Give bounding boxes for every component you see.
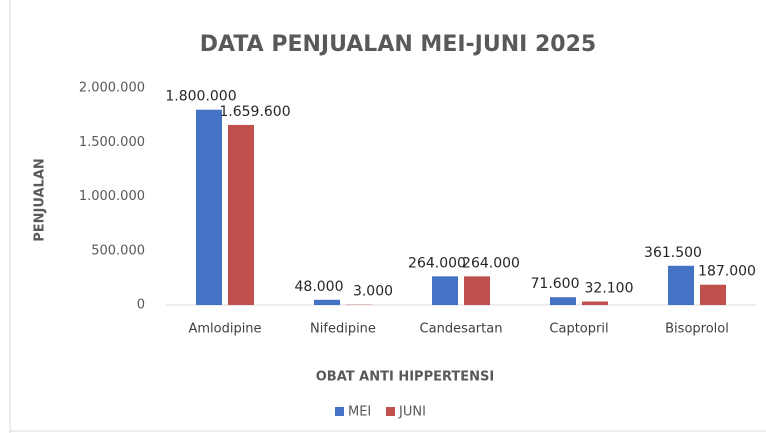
bar	[228, 124, 254, 305]
bar	[582, 301, 608, 305]
x-tick-label: Captopril	[549, 322, 608, 337]
chart-title: DATA PENJUALAN MEI-JUNI 2025	[200, 32, 596, 57]
bar	[314, 299, 340, 305]
legend-label: MEI	[348, 405, 371, 420]
legend-label: JUNI	[398, 405, 426, 420]
value-label: 264.000	[462, 255, 520, 271]
y-tick-label: 500.000	[91, 243, 145, 258]
x-tick-label: Candesartan	[420, 322, 503, 337]
value-label: 3.000	[353, 284, 393, 300]
value-label: 1.800.000	[165, 89, 236, 105]
bar	[196, 109, 222, 305]
x-axis-label: OBAT ANTI HIPPERTENSI	[316, 370, 494, 385]
y-tick-label: 2.000.000	[79, 81, 145, 96]
x-tick-label: Amlodipine	[188, 322, 261, 337]
legend-swatch	[335, 407, 344, 416]
value-label: 361.500	[644, 245, 702, 261]
value-label: 71.600	[531, 276, 580, 292]
value-label: 32.100	[585, 281, 634, 297]
x-tick-label: Bisoprolol	[665, 322, 729, 337]
bar	[432, 276, 458, 305]
legend-swatch	[386, 407, 395, 416]
bar	[464, 276, 490, 305]
y-tick-label: 1.000.000	[79, 189, 145, 204]
y-tick-label: 0	[137, 298, 145, 313]
y-tick-label: 1.500.000	[79, 135, 145, 150]
x-tick-label: Nifedipine	[310, 322, 376, 337]
value-label: 1.659.600	[219, 104, 290, 120]
value-label: 264.000	[408, 255, 466, 271]
bar	[550, 297, 576, 305]
bar	[668, 265, 694, 305]
value-label: 48.000	[295, 279, 344, 295]
bar	[700, 284, 726, 305]
y-axis-label: PENJUALAN	[33, 158, 48, 242]
value-label: 187.000	[698, 264, 756, 280]
